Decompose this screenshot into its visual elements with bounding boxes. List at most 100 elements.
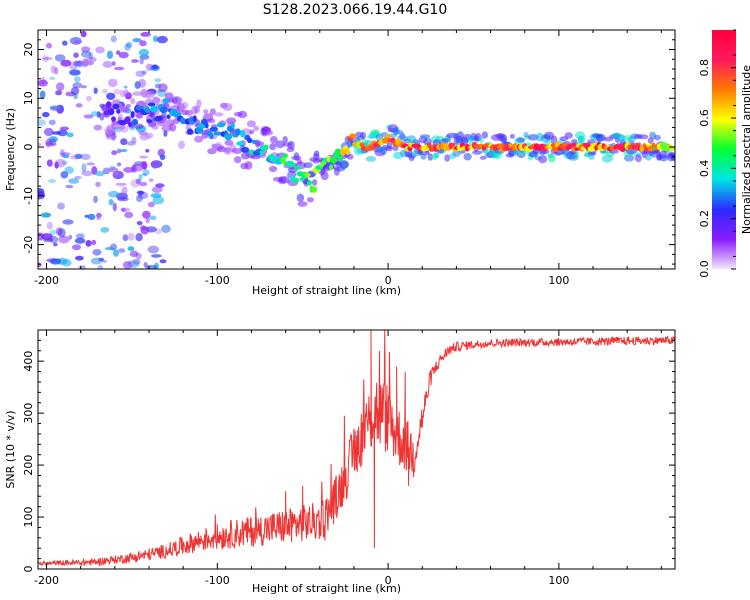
spectrogram-noise-cell [139,155,149,159]
spectrogram-noise-cell [142,210,151,219]
spectrogram-noise-cell [57,202,65,210]
spectrogram-ridge-cell [209,132,214,140]
spectrogram-noise-cell [75,255,84,261]
spectrogram-halo-cell [152,96,161,104]
spectrogram-halo-cell [130,97,136,105]
spectrogram-noise-cell [75,103,83,108]
spectrogram-noise-cell [38,142,42,147]
spectrogram-halo-cell [479,155,487,160]
spectrogram-noise-cell [61,161,68,165]
snr-y-tick-label: 100 [22,507,35,528]
spectrogram-x-tick-label: 0 [385,274,392,287]
spectrogram-noise-cell [86,162,95,166]
spectrogram-noise-cell [123,85,128,89]
spectrogram-noise-cell [110,35,117,43]
spectrogram-ridge-cell [105,101,112,108]
spectrogram-halo-cell [339,160,350,169]
spectrogram-noise-cell [145,264,157,269]
spectrogram-halo-cell [158,83,168,92]
spectrogram-halo-cell [234,156,242,164]
spectrogram-ridge-cell [234,128,242,136]
spectrogram-ridge-cell [125,116,131,124]
spectrogram-noise-cell [107,190,120,198]
spectrogram-halo-cell [311,179,318,186]
snr-x-tick-label: -200 [34,574,59,587]
snr-frame [37,329,676,570]
spectrogram-halo-cell [184,109,193,116]
spectrogram-noise-cell [51,131,61,135]
spectrogram-halo-cell [117,113,124,122]
spectrogram-ridge-cell [154,115,163,121]
spectrogram-noise-cell [138,173,143,182]
spectrogram-noise-cell [58,235,70,244]
spectrogram-halo-cell [653,134,661,141]
colorbar-tick-label: 0.6 [698,109,711,127]
spectrogram-noise-cell [41,76,46,84]
spectrogram-noise-cell [73,40,82,45]
spectrogram-noise-cell [123,167,134,173]
spectrogram-ridge-cell [286,160,295,168]
spectrogram-noise-cell [118,248,126,253]
spectrogram-halo-cell [244,161,253,170]
spectrogram-noise-cell [70,86,80,95]
spectrogram-noise-cell [91,239,97,246]
spectrogram-halo-cell [249,129,255,134]
spectrogram-noise-cell [49,76,56,81]
colorbar-tick-label: 0.4 [698,160,711,178]
spectrogram-halo-cell [125,103,132,108]
spectrogram-halo-cell [178,140,185,149]
spectrogram-halo-cell [421,150,430,156]
spectrogram-noise-cell [139,40,147,47]
spectrogram-halo-cell [433,152,440,159]
spectrogram-noise-cell [38,262,42,268]
spectrogram-noise-cell [151,186,163,194]
spectrogram-noise-cell [74,153,83,159]
colorbar-tick-label: 0.2 [698,210,711,228]
spectrogram-halo-cell [279,176,290,184]
spectrogram-noise-cell [108,198,114,206]
spectrogram-noise-cell [83,114,94,119]
spectrogram-halo-cell [384,145,394,152]
spectrogram-ridge-cell [240,146,250,153]
spectrogram-halo-cell [634,154,642,163]
spectrogram-noise-cell [131,164,137,173]
spectrogram-noise-cell [62,154,70,159]
snr-panel: -200 -100 0 100 0 100 200 300 400 Height of stra… [4,329,676,595]
spectrogram-noise-cell [46,42,52,49]
spectrogram-noise-cell [60,171,69,179]
colorbar-tick-label: 0.0 [698,260,711,278]
spectrogram-noise-cell [62,40,68,46]
spectrogram-noise-cell [152,35,158,43]
spectrogram-noise-cell [116,148,121,154]
spectrogram-halo-cell [574,151,580,157]
spectrogram-halo-cell [262,126,271,132]
spectrogram-noise-cell [145,149,150,153]
spectrogram-noise-cell [154,78,162,83]
spectrogram-halo-cell [113,88,121,95]
spectrogram-noise-cell [102,167,111,175]
spectrogram-ridge-cell [247,137,253,144]
spectrogram-ridge-cell [111,116,116,122]
spectrogram-halo-cell [365,156,377,162]
colorbar-tick-label: 0.8 [698,59,711,77]
spectrogram-ridge-cell [382,137,390,144]
spectrogram-noise-cell [92,249,102,256]
spectrogram-noise-cell [120,138,128,146]
spectrogram-noise-cell [49,105,62,111]
spectrogram-ridge-cell [144,106,150,113]
spectrogram-noise-cell [130,179,141,188]
spectrogram-halo-cell [516,137,526,143]
spectrogram-noise-cell [81,170,93,177]
spectrogram-noise-cell [148,178,154,182]
spectrogram-ridge-cell [147,102,156,107]
snr-x-axis-label: Height of straight line (km) [252,582,401,595]
spectrogram-ridge-cell [240,130,246,138]
spectrogram-halo-cell [161,124,172,132]
spectrogram-noise-cell [71,244,82,251]
spectrogram-noise-cell [150,160,160,169]
spectrogram-noise-cell [104,247,115,251]
spectrogram-noise-cell [133,161,144,166]
spectrogram-halo-cell [171,96,182,105]
spectrogram-noise-cell [145,217,150,224]
